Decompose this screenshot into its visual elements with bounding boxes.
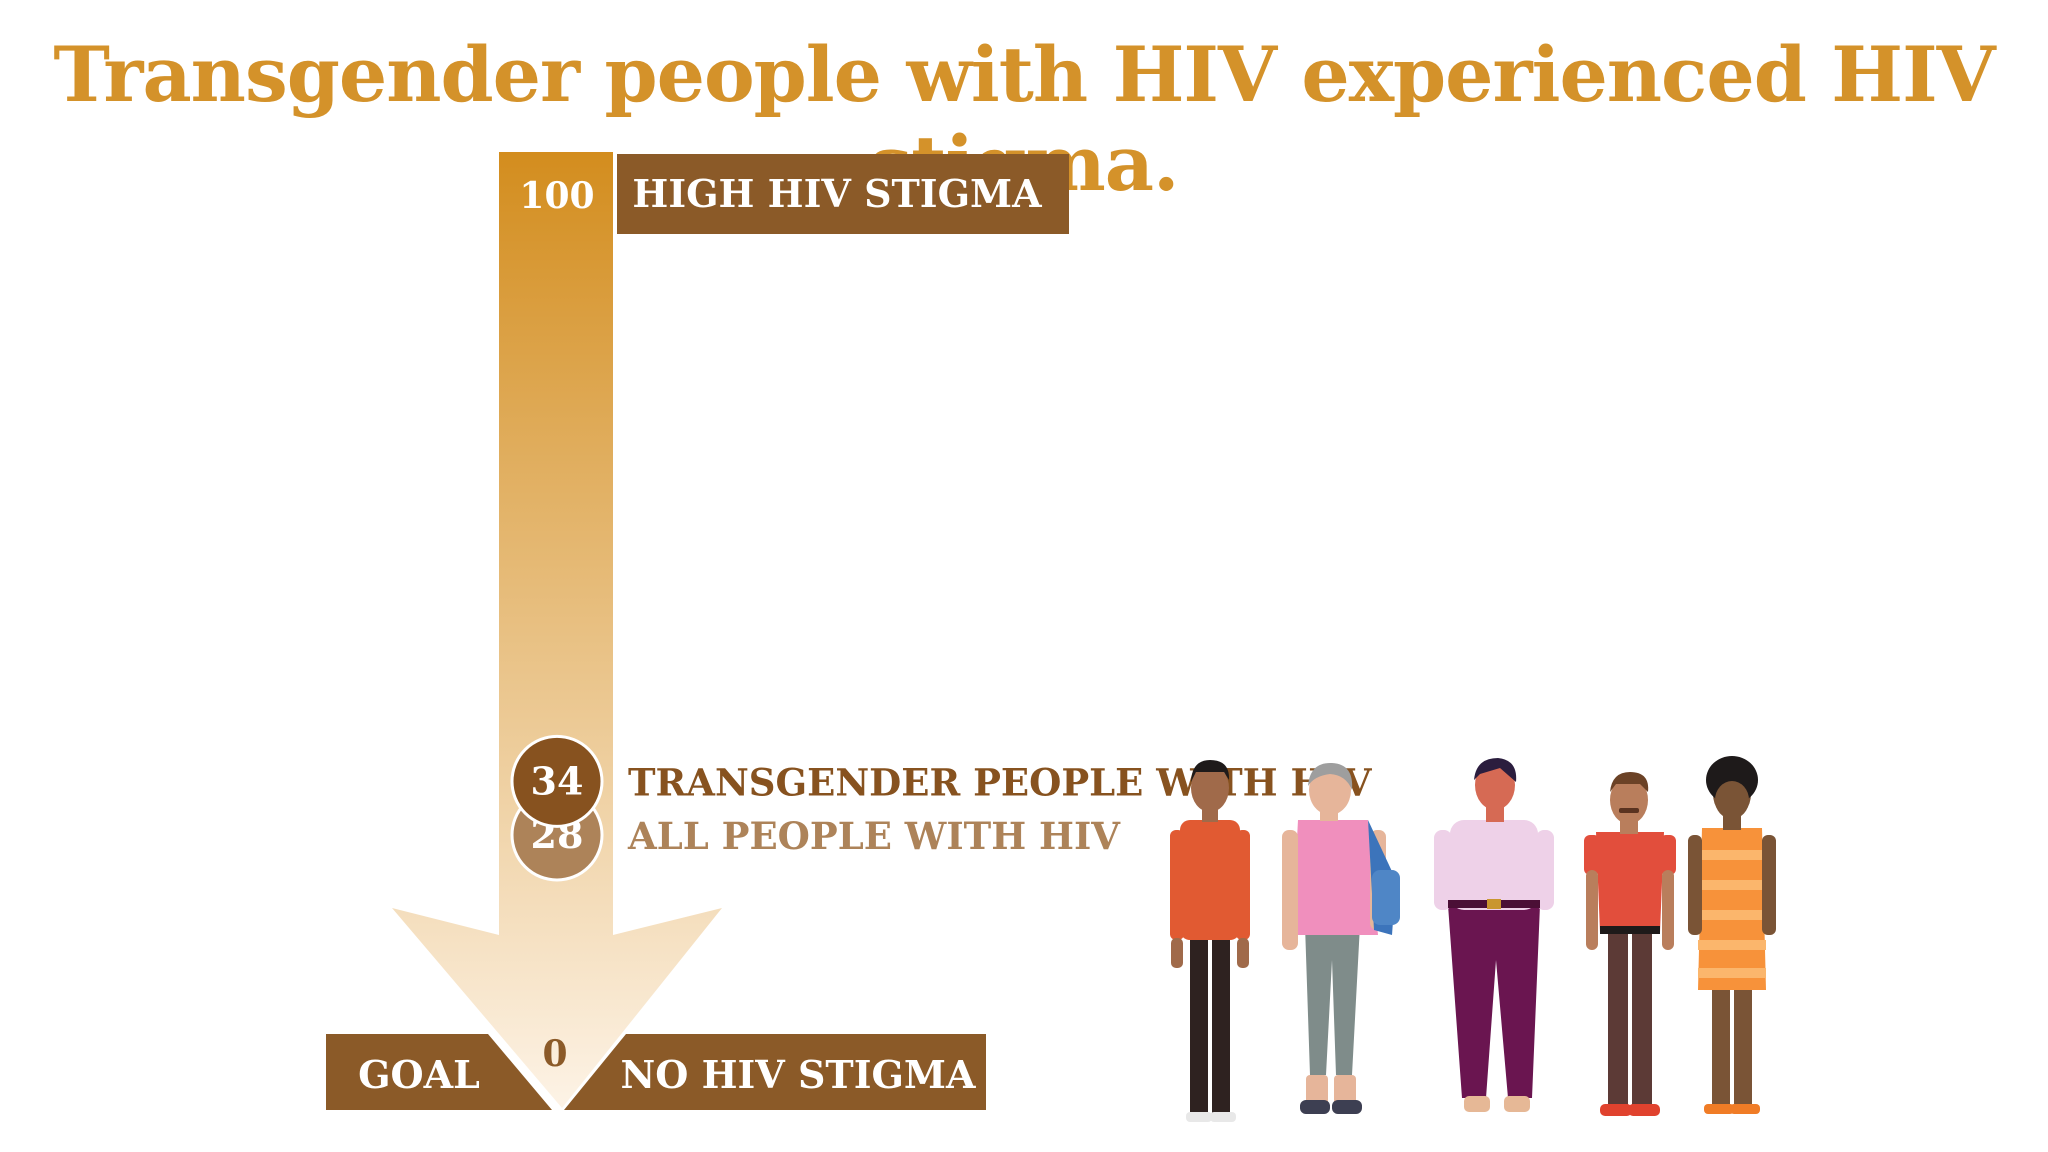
series-name-label-1: ALL PEOPLE WITH HIV	[627, 814, 1121, 858]
person-1-icon	[1170, 760, 1250, 1122]
person-4-icon	[1584, 772, 1676, 1116]
no-stigma-label: NO HIV STIGMA	[621, 1052, 976, 1097]
high-stigma-label: HIGH HIV STIGMA	[632, 171, 1042, 216]
goal-box	[326, 1034, 552, 1110]
series-name-label-0: TRANSGENDER PEOPLE WITH HIV	[628, 760, 1373, 804]
scale-arrow	[392, 152, 722, 1108]
scale-max-label: 100	[519, 175, 594, 217]
high-stigma-box	[617, 154, 1069, 234]
no-stigma-box	[564, 1034, 986, 1110]
people-illustration-icon	[1170, 756, 1776, 1122]
person-3-icon	[1434, 758, 1554, 1112]
scale-min-label: 0	[542, 1033, 567, 1075]
goal-label: GOAL	[358, 1052, 480, 1097]
marker-value-label-0: 34	[531, 758, 584, 803]
marker-circle-0	[510, 734, 604, 828]
person-2-icon	[1282, 762, 1400, 1114]
person-5-icon	[1688, 756, 1776, 1114]
